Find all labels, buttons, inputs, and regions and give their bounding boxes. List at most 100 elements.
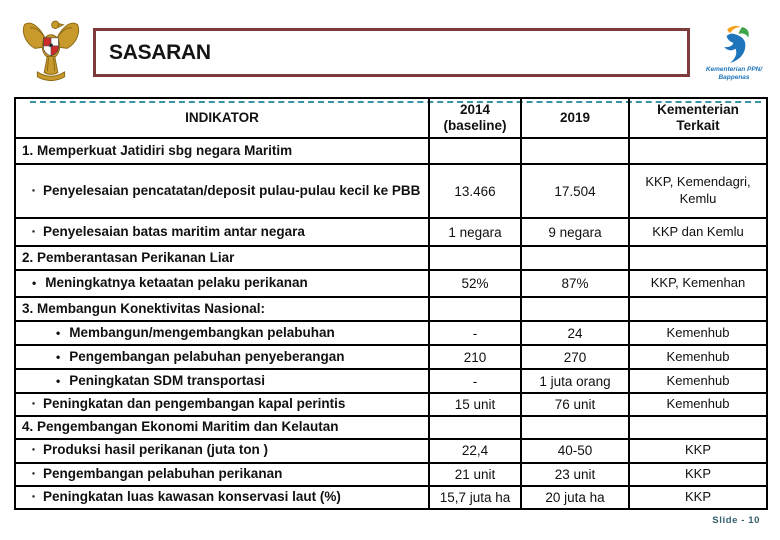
target-2019-cell: 1 juta orang (520, 368, 630, 394)
baseline-cell: 15,7 juta ha (428, 484, 522, 510)
indicator-cell: ▪ Pengembangan pelabuhan perikanan (14, 461, 430, 487)
slide-title-box: SASARAN (93, 28, 690, 77)
col-header-2014-baseline: 2014 (baseline) (428, 97, 522, 139)
col-header-2019: 2019 (520, 97, 630, 139)
target-2019-cell (520, 296, 630, 322)
square-bullet-icon: ▪ (32, 184, 36, 195)
table-header-row: INDIKATOR 2014 (baseline) 2019 Kementeri… (14, 97, 768, 139)
indicator-label: 3. Membangun Konektivitas Nasional: (22, 300, 266, 316)
ministry-cell: KKP, Kemendagri, Kemlu (628, 163, 768, 219)
indicator-cell: • Peningkatan SDM transportasi (14, 368, 430, 394)
baseline-cell (428, 296, 522, 322)
indicator-cell: ▪ Peningkatan dan pengembangan kapal peri… (14, 392, 430, 417)
indicator-row: ▪ Peningkatan dan pengembangan kapal peri… (14, 392, 768, 417)
indicator-cell: 2. Pemberantasan Perikanan Liar (14, 245, 430, 271)
section-row: 4. Pengembangan Ekonomi Maritim dan Kela… (14, 415, 768, 440)
bappenas-logo: Kementerian PPN/ Bappenas (700, 24, 768, 82)
indicator-cell: • Meningkatnya ketaatan pelaku perikanan (14, 269, 430, 298)
baseline-cell: 1 negara (428, 217, 522, 247)
dot-bullet-icon: • (56, 373, 61, 388)
indicator-label: Membangun/mengembangkan pelabuhan (69, 324, 335, 340)
bappenas-caption: Kementerian PPN/ Bappenas (705, 66, 763, 82)
indicator-row: ▪ Penyelesaian pencatatan/deposit pulau-p… (14, 163, 768, 219)
indicator-cell: 3. Membangun Konektivitas Nasional: (14, 296, 430, 322)
ministry-cell: KKP, Kemenhan (628, 269, 768, 298)
indicator-label: Penyelesaian batas maritim antar negara (43, 223, 305, 239)
sasaran-table: INDIKATOR 2014 (baseline) 2019 Kementeri… (14, 97, 768, 510)
indicator-label: Produksi hasil perikanan (juta ton ) (43, 442, 269, 458)
baseline-cell: 13.466 (428, 163, 522, 219)
target-2019-cell: 20 juta ha (520, 484, 630, 510)
indicator-row: ▪ Penyelesaian batas maritim antar negara… (14, 217, 768, 247)
ministry-cell: Kemenhub (628, 368, 768, 394)
col-header-kementerian-terkait: Kementerian Terkait (628, 97, 768, 139)
target-2019-cell (520, 245, 630, 271)
indicator-cell: 1. Memperkuat Jatidiri sbg negara Mariti… (14, 137, 430, 165)
bappenas-swoosh-icon (724, 25, 749, 63)
indicator-label: Pengembangan pelabuhan penyeberangan (69, 348, 345, 364)
slide-number: Slide - 10 (712, 515, 760, 526)
slide-title: SASARAN (109, 40, 211, 64)
indicator-row: ▪ Peningkatan luas kawasan konservasi lau… (14, 484, 768, 510)
indicator-label: Penyelesaian pencatatan/deposit pulau-pu… (43, 182, 421, 198)
baseline-cell: - (428, 368, 522, 394)
square-bullet-icon: ▪ (32, 398, 36, 409)
indicator-label: Meningkatnya ketaatan pelaku perikanan (45, 275, 308, 291)
square-bullet-icon: ▪ (32, 490, 36, 501)
indicator-cell: ▪ Produksi hasil perikanan (juta ton ) (14, 437, 430, 464)
baseline-cell: 22,4 (428, 437, 522, 464)
garuda-pancasila-icon (20, 12, 82, 86)
indicator-label: 1. Memperkuat Jatidiri sbg negara Mariti… (22, 142, 293, 158)
target-2019-cell (520, 415, 630, 440)
indicator-label: Peningkatan luas kawasan konservasi laut… (43, 488, 341, 504)
square-bullet-icon: ▪ (32, 467, 36, 478)
baseline-cell (428, 415, 522, 440)
indicator-cell: ▪ Penyelesaian pencatatan/deposit pulau-p… (14, 163, 430, 219)
indicator-row: • Membangun/mengembangkan pelabuhan -24 Kem… (14, 320, 768, 346)
indicator-cell: • Pengembangan pelabuhan penyeberangan (14, 344, 430, 370)
indicator-row: • Peningkatan SDM transportasi -1 juta ora… (14, 368, 768, 394)
square-bullet-icon: ▪ (32, 444, 36, 455)
section-row: 1. Memperkuat Jatidiri sbg negara Mariti… (14, 137, 768, 165)
dot-bullet-icon: • (32, 276, 37, 291)
baseline-cell (428, 137, 522, 165)
indicator-cell: 4. Pengembangan Ekonomi Maritim dan Kela… (14, 415, 430, 440)
ministry-cell (628, 296, 768, 322)
indicator-row: ▪ Produksi hasil perikanan (juta ton ) 22,… (14, 437, 768, 464)
target-2019-cell (520, 137, 630, 165)
target-2019-cell: 270 (520, 344, 630, 370)
table-body: 1. Memperkuat Jatidiri sbg negara Mariti… (14, 137, 768, 510)
indicator-label: 4. Pengembangan Ekonomi Maritim dan Kela… (22, 419, 339, 434)
dot-bullet-icon: • (56, 325, 61, 340)
section-row: 2. Pemberantasan Perikanan Liar (14, 245, 768, 271)
indicator-cell: ▪ Peningkatan luas kawasan konservasi lau… (14, 484, 430, 510)
target-2019-cell: 40-50 (520, 437, 630, 464)
target-2019-cell: 87% (520, 269, 630, 298)
ministry-cell: KKP dan Kemlu (628, 217, 768, 247)
indicator-row: ▪ Pengembangan pelabuhan perikanan 21 unit… (14, 461, 768, 487)
baseline-cell: - (428, 320, 522, 346)
baseline-cell: 210 (428, 344, 522, 370)
indicator-label: Peningkatan dan pengembangan kapal perin… (43, 396, 346, 412)
ministry-cell: KKP (628, 437, 768, 464)
indicator-row: • Meningkatnya ketaatan pelaku perikanan 5… (14, 269, 768, 298)
ministry-cell (628, 415, 768, 440)
section-row: 3. Membangun Konektivitas Nasional: (14, 296, 768, 322)
ministry-cell: Kemenhub (628, 392, 768, 417)
indicator-row: • Pengembangan pelabuhan penyeberangan 210… (14, 344, 768, 370)
target-2019-cell: 9 negara (520, 217, 630, 247)
dot-bullet-icon: • (56, 349, 61, 364)
baseline-cell: 21 unit (428, 461, 522, 487)
ministry-cell: KKP (628, 484, 768, 510)
target-2019-cell: 23 unit (520, 461, 630, 487)
square-bullet-icon: ▪ (32, 225, 36, 236)
indicator-label: Peningkatan SDM transportasi (69, 372, 265, 388)
indicator-label: Pengembangan pelabuhan perikanan (43, 465, 283, 481)
ministry-cell (628, 137, 768, 165)
target-2019-cell: 24 (520, 320, 630, 346)
baseline-cell (428, 245, 522, 271)
ministry-cell (628, 245, 768, 271)
baseline-cell: 15 unit (428, 392, 522, 417)
baseline-cell: 52% (428, 269, 522, 298)
